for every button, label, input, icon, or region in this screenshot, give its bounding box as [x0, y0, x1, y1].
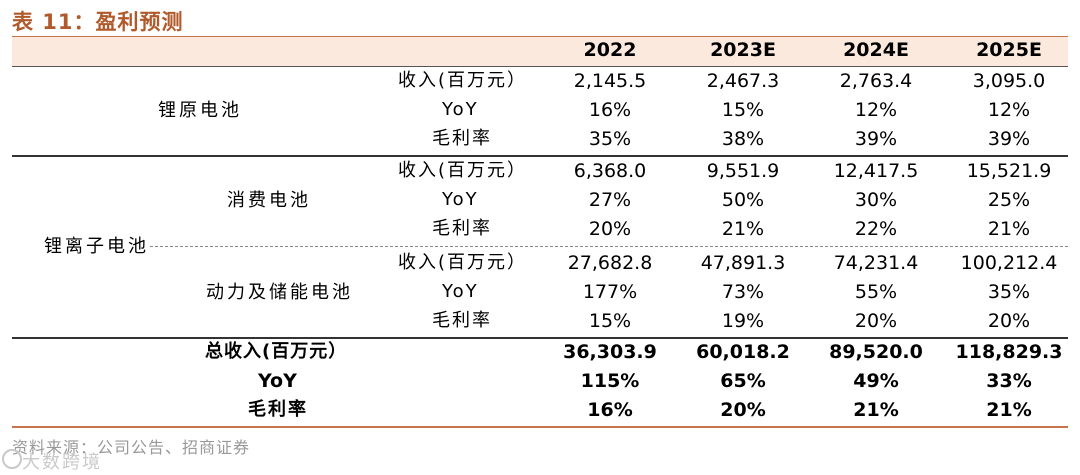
cell: 89,520.0: [829, 341, 923, 363]
cell: 21%: [986, 399, 1032, 421]
cell: 21%: [721, 218, 765, 240]
header-rule: [12, 66, 1068, 67]
cell: 15%: [588, 310, 632, 332]
cell: 22%: [854, 218, 898, 240]
cell: 36,303.9: [563, 341, 657, 363]
cell: 16%: [587, 399, 633, 421]
cell: 50%: [721, 189, 765, 211]
category-primary-battery: 锂原电池: [158, 100, 242, 121]
cell: 65%: [720, 370, 766, 392]
cell: 27%: [588, 189, 632, 211]
cell: 74,231.4: [833, 252, 919, 274]
cell: 60,018.2: [696, 341, 790, 363]
row-label-revenue: 收入(百万元）: [398, 160, 528, 181]
row-label-yoy: YoY: [442, 281, 479, 302]
subgroup-divider: [150, 246, 1068, 247]
cell: 19%: [721, 310, 765, 332]
cell: 20%: [588, 218, 632, 240]
cell: 49%: [853, 370, 899, 392]
cell: 20%: [987, 310, 1031, 332]
col-header-2023e: 2023E: [710, 39, 776, 61]
cell: 35%: [987, 281, 1031, 303]
bottom-rule: [12, 426, 1068, 428]
cell: 118,829.3: [955, 341, 1063, 363]
cell: 21%: [853, 399, 899, 421]
row-label-total-revenue: 总收入(百万元）: [205, 341, 348, 362]
col-header-2022: 2022: [583, 39, 637, 61]
cell: 100,212.4: [960, 252, 1058, 274]
top-rule: [12, 36, 1068, 37]
cell: 27,682.8: [567, 252, 653, 274]
row-label-revenue: 收入(百万元）: [398, 252, 528, 273]
cell: 21%: [987, 218, 1031, 240]
col-header-2025e: 2025E: [976, 39, 1042, 61]
cell: 15%: [721, 99, 765, 121]
cell: 3,095.0: [972, 70, 1046, 92]
row-label-total-margin: 毛利率: [248, 399, 308, 420]
cell: 47,891.3: [700, 252, 786, 274]
cell: 38%: [721, 128, 765, 150]
table-title: 表 11：盈利预测: [12, 10, 184, 34]
cell: 25%: [987, 189, 1031, 211]
cell: 12,417.5: [833, 160, 919, 182]
cell: 177%: [582, 281, 638, 303]
group-consumer-battery: 消费电池: [227, 190, 311, 211]
section-rule: [12, 155, 1068, 157]
row-label-revenue: 收入(百万元）: [398, 70, 528, 91]
watermark-text: 大数跨境: [22, 452, 102, 473]
cell: 12%: [987, 99, 1031, 121]
cell: 2,145.5: [573, 70, 647, 92]
cell: 39%: [987, 128, 1031, 150]
source-note: 资料来源：公司公告、招商证券: [12, 438, 251, 457]
cell: 115%: [580, 370, 640, 392]
cell: 73%: [721, 281, 765, 303]
row-label-yoy: YoY: [442, 99, 479, 120]
row-label-margin: 毛利率: [432, 128, 492, 149]
cell: 6,368.0: [573, 160, 647, 182]
category-lithium-ion-battery: 锂离子电池: [44, 236, 149, 257]
cell: 39%: [854, 128, 898, 150]
row-label-total-yoy: YoY: [258, 370, 297, 392]
header-band: [12, 37, 1068, 66]
cell: 20%: [854, 310, 898, 332]
group-power-storage-battery: 动力及储能电池: [206, 282, 353, 303]
section-rule: [12, 337, 1068, 339]
cell: 20%: [720, 399, 766, 421]
row-label-yoy: YoY: [442, 189, 479, 210]
cell: 9,551.9: [706, 160, 780, 182]
cell: 12%: [854, 99, 898, 121]
row-label-margin: 毛利率: [432, 218, 492, 239]
col-header-2024e: 2024E: [843, 39, 909, 61]
cell: 16%: [588, 99, 632, 121]
cell: 15,521.9: [966, 160, 1052, 182]
cell: 33%: [986, 370, 1032, 392]
watermark-logo-icon: [2, 449, 22, 469]
cell: 30%: [854, 189, 898, 211]
row-label-margin: 毛利率: [432, 310, 492, 331]
cell: 35%: [588, 128, 632, 150]
cell: 55%: [854, 281, 898, 303]
cell: 2,467.3: [706, 70, 780, 92]
cell: 2,763.4: [839, 70, 913, 92]
